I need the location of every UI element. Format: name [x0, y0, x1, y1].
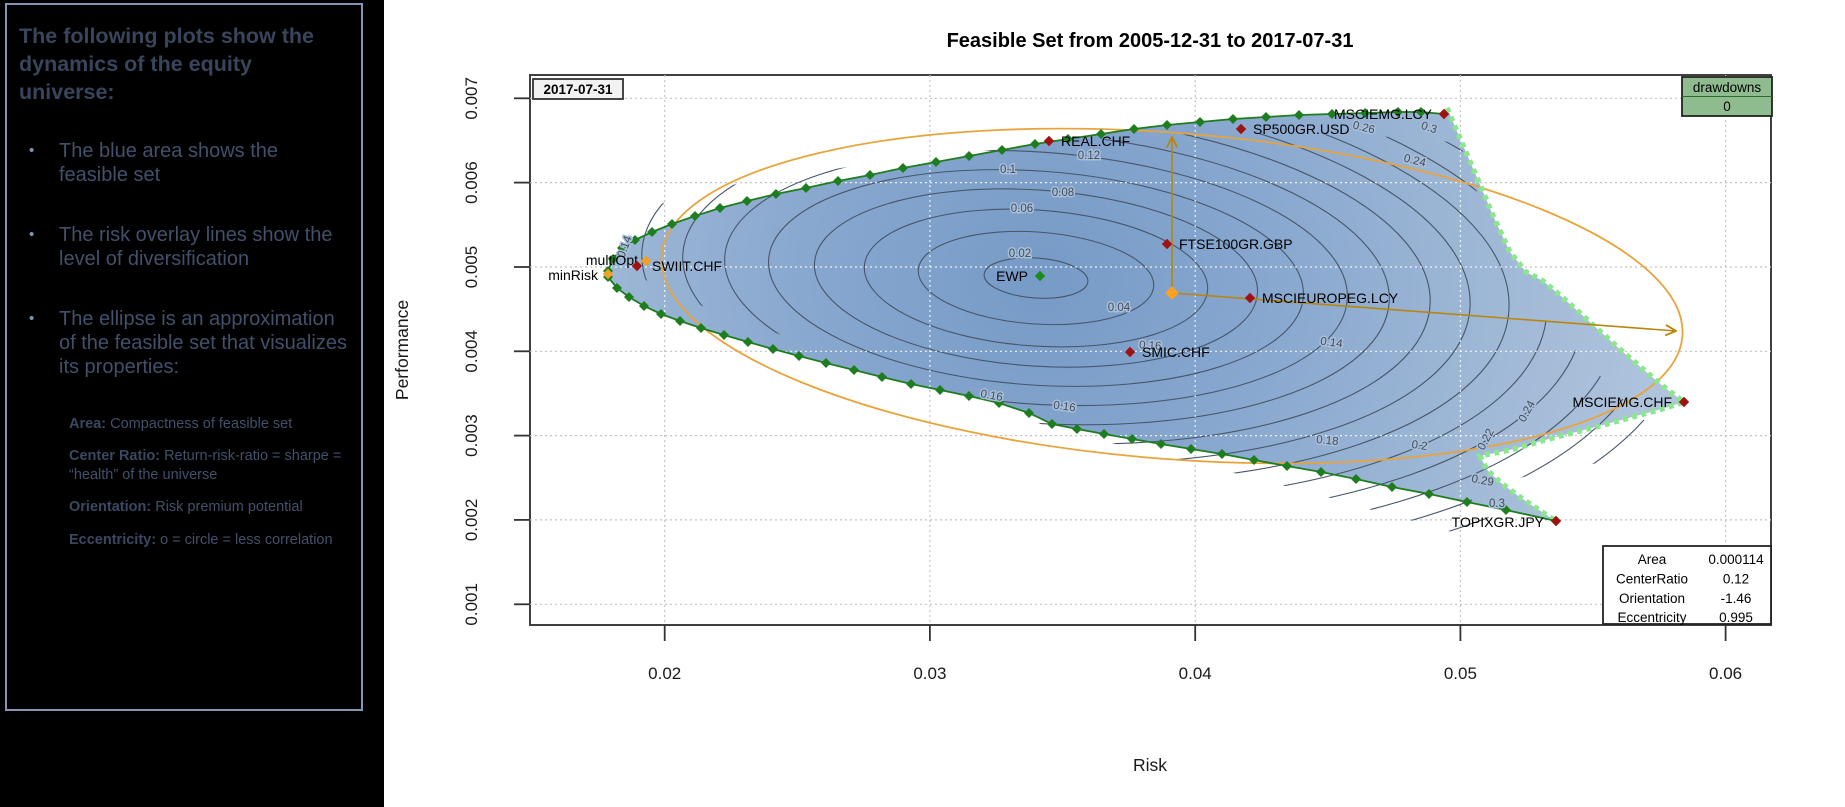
drawdowns-badge: drawdowns 0: [1681, 76, 1773, 117]
x-axis-title: Risk: [1133, 755, 1167, 775]
ellipse-stats-box: Area 0.000114 CenterRatio 0.12 Orientati…: [1602, 545, 1772, 625]
svg-text:0.06: 0.06: [1709, 664, 1742, 683]
svg-text:SWIIT.CHF: SWIIT.CHF: [652, 258, 722, 274]
svg-text:0.08: 0.08: [1052, 187, 1074, 199]
svg-text:drawdowns: drawdowns: [1693, 80, 1762, 95]
svg-text:0.16: 0.16: [1139, 339, 1162, 353]
point-swiit-chf: SWIIT.CHF: [631, 258, 722, 274]
point-real-chf: REAL.CHF: [1043, 133, 1130, 149]
bullet-ellipse: • The ellipse is an approximation of the…: [19, 307, 347, 379]
point-multiopt: multiOpt: [586, 252, 652, 268]
point-smic-chf: SMIC.CHF: [1124, 344, 1210, 360]
risk-arrows: [1172, 137, 1676, 331]
svg-text:Orientation: Orientation: [1619, 591, 1685, 606]
svg-text:0.004: 0.004: [462, 330, 481, 373]
axis-ticks: [514, 97, 1727, 641]
x-tick-labels: 0.02 0.03 0.04 0.05 0.06: [648, 664, 1742, 683]
sidebar-bullet-list: • The blue area shows the feasible set •…: [19, 139, 347, 379]
svg-text:0.000114: 0.000114: [1708, 552, 1764, 567]
svg-text:0.001: 0.001: [462, 583, 481, 626]
svg-text:0.995: 0.995: [1719, 610, 1753, 625]
point-msciemg-lcy: MSCIEMG.LCY: [1334, 106, 1450, 122]
svg-text:0.02: 0.02: [1009, 248, 1031, 260]
svg-text:0.03: 0.03: [913, 664, 946, 683]
property-orientation: Orientation: Risk premium potential: [69, 499, 303, 516]
svg-text:2017-07-31: 2017-07-31: [543, 82, 613, 97]
svg-text:0.16: 0.16: [979, 388, 1003, 404]
property-center-ratio: Center Ratio: Return-risk-ratio = sharpe…: [69, 448, 342, 483]
svg-text:MSCIEUROPEG.LCY: MSCIEUROPEG.LCY: [1262, 290, 1399, 306]
svg-text:FTSE100GR.GBP: FTSE100GR.GBP: [1179, 236, 1293, 252]
frontier-upper: [603, 107, 1449, 276]
point-minrisk: minRisk: [548, 267, 614, 283]
svg-text:0.1: 0.1: [1000, 164, 1016, 176]
svg-text:0.14: 0.14: [1319, 336, 1343, 351]
bullet-icon: •: [29, 309, 35, 327]
svg-text:0.06: 0.06: [1011, 203, 1033, 215]
svg-text:0.02: 0.02: [648, 664, 681, 683]
svg-text:SP500GR.USD: SP500GR.USD: [1253, 121, 1349, 137]
svg-text:EWP: EWP: [996, 268, 1028, 284]
svg-text:0.006: 0.006: [462, 161, 481, 204]
svg-text:0.04: 0.04: [1108, 302, 1131, 314]
svg-text:-1.46: -1.46: [1721, 591, 1752, 606]
point-mscieuropeg-lcy: MSCIEUROPEG.LCY: [1244, 290, 1399, 306]
svg-text:0.003: 0.003: [462, 414, 481, 457]
arrow-diagonal: [1171, 292, 1676, 331]
point-ftse100gr-gbp: FTSE100GR.GBP: [1161, 236, 1293, 252]
svg-text:0.05: 0.05: [1444, 664, 1477, 683]
y-tick-labels: 0.007 0.006 0.005 0.004 0.003 0.002 0.00…: [462, 77, 481, 626]
point-msciemg-chf: MSCIEMG.CHF: [1572, 394, 1690, 410]
property-eccentricity: Eccentricity: o = circle = less correlat…: [69, 531, 333, 548]
svg-text:0.002: 0.002: [462, 499, 481, 542]
bullet-feasible-set: • The blue area shows the feasible set: [19, 139, 347, 187]
svg-text:CenterRatio: CenterRatio: [1616, 572, 1688, 587]
svg-text:0.3: 0.3: [1489, 498, 1505, 510]
svg-text:0.04: 0.04: [1179, 664, 1212, 683]
svg-text:0.005: 0.005: [462, 246, 481, 289]
svg-text:0.007: 0.007: [462, 77, 481, 120]
svg-text:MSCIEMG.LCY: MSCIEMG.LCY: [1334, 106, 1433, 122]
svg-text:0.2: 0.2: [1411, 439, 1429, 453]
svg-text:0.12: 0.12: [1078, 150, 1100, 162]
frontier-lower: [603, 272, 1561, 526]
data-points: minRisk multiOpt SWIIT.CHF EWP REAL.CHF …: [548, 106, 1690, 530]
svg-text:multiOpt: multiOpt: [586, 252, 638, 268]
svg-text:MSCIEMG.CHF: MSCIEMG.CHF: [1572, 394, 1672, 410]
point-ewp: EWP: [996, 268, 1046, 284]
svg-text:Area: Area: [1638, 552, 1667, 567]
svg-text:Eccentricity: Eccentricity: [1617, 610, 1686, 625]
svg-text:0.18: 0.18: [1316, 434, 1340, 448]
svg-text:SMIC.CHF: SMIC.CHF: [1142, 344, 1210, 360]
sidebar: The following plots show the dynamics of…: [0, 0, 384, 807]
svg-text:TOPIXGR.JPY: TOPIXGR.JPY: [1452, 514, 1545, 530]
property-area: Area: Compactness of feasible set: [69, 415, 293, 432]
point-sp500gr-usd: SP500GR.USD: [1235, 121, 1349, 137]
sidebar-text-box: The following plots show the dynamics of…: [5, 3, 363, 711]
sidebar-heading: The following plots show the dynamics of…: [19, 24, 315, 104]
bullet-icon: •: [29, 141, 35, 159]
sidebar-properties: Area: Compactness of feasible set Center…: [69, 415, 347, 549]
svg-text:REAL.CHF: REAL.CHF: [1061, 133, 1130, 149]
svg-text:minRisk: minRisk: [548, 267, 599, 283]
bullet-icon: •: [29, 225, 35, 243]
svg-text:0.12: 0.12: [1723, 572, 1749, 587]
chart-title: Feasible Set from 2005-12-31 to 2017-07-…: [947, 30, 1354, 52]
svg-text:0: 0: [1723, 99, 1731, 114]
bullet-risk-overlay: • The risk overlay lines show the level …: [19, 223, 347, 271]
svg-text:0.16: 0.16: [1052, 400, 1076, 415]
point-topixgr-jpy: TOPIXGR.JPY: [1452, 514, 1562, 530]
svg-text:0.29: 0.29: [1470, 473, 1494, 489]
date-badge: 2017-07-31: [532, 78, 624, 100]
y-axis-title: Performance: [392, 300, 412, 400]
